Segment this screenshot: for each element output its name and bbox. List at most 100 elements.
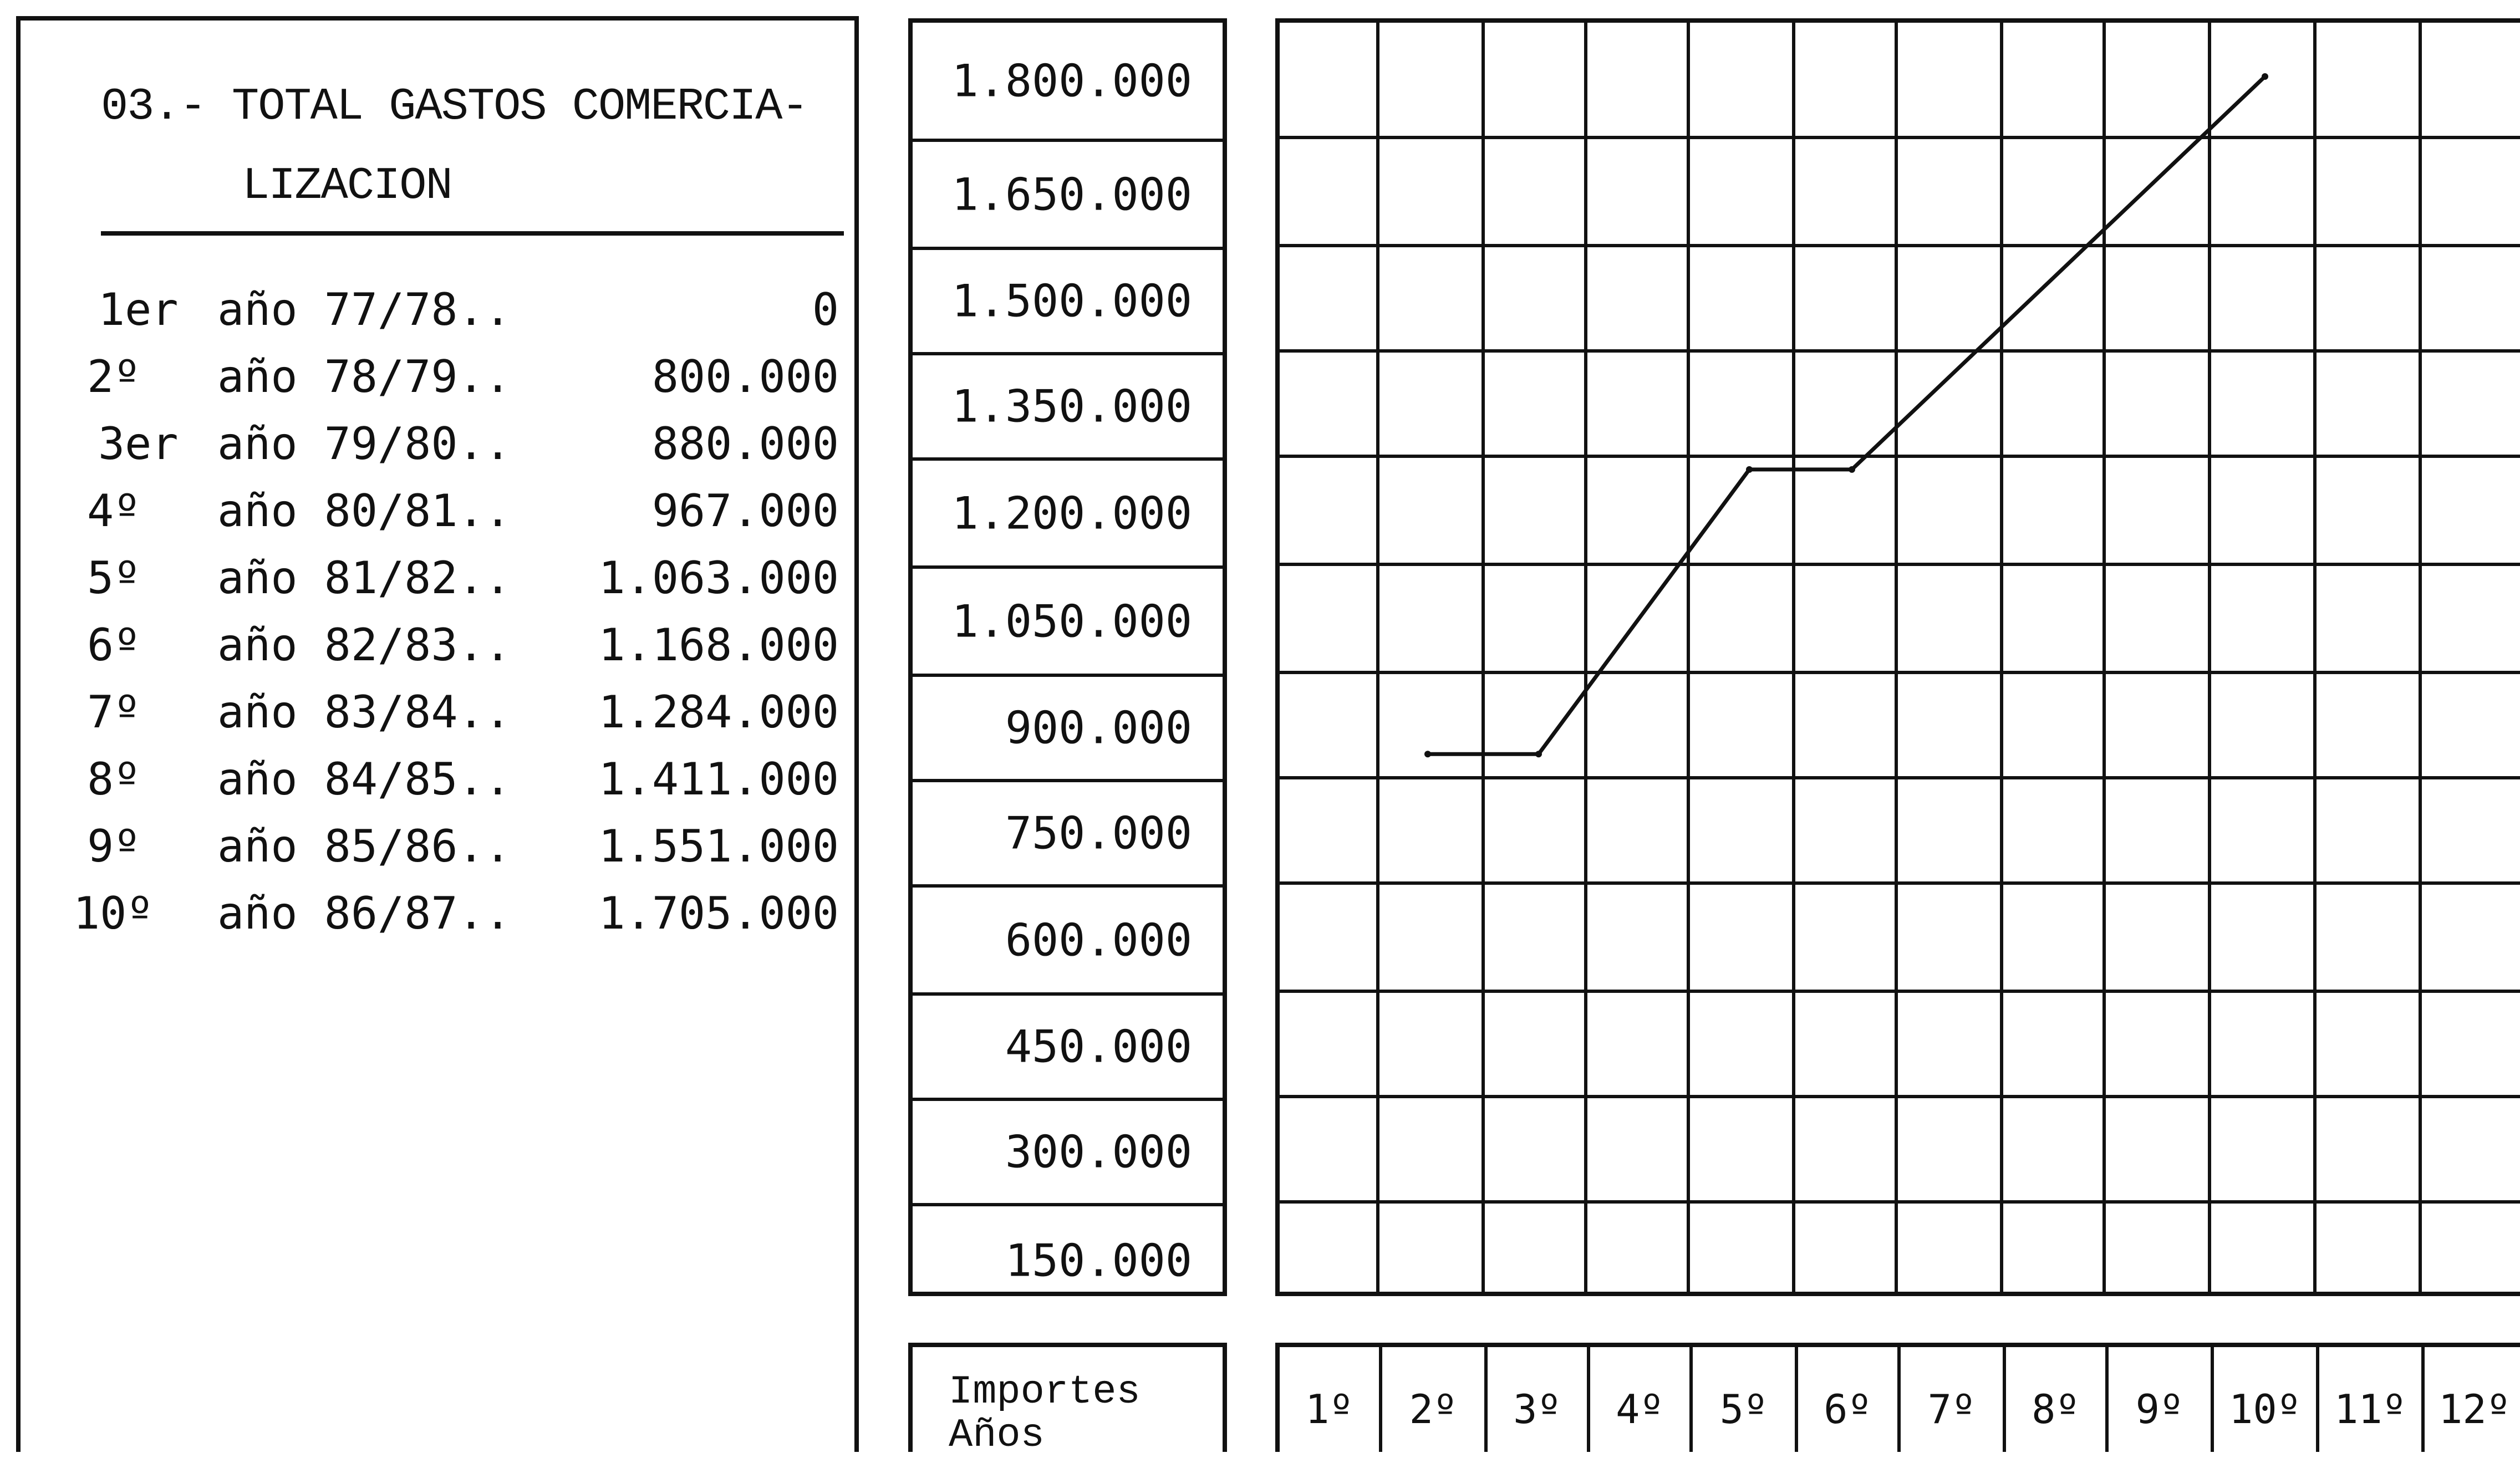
y-tick-cell: 300.000	[913, 1101, 1223, 1206]
data-row: 5º año 81/82.. 1.063.000	[21, 552, 854, 619]
data-panel: 03.- TOTAL GASTOS COMERCIA- LIZACION 1er…	[16, 16, 859, 1452]
y-tick-label: 1.200.000	[951, 487, 1192, 539]
x-tick-label: 12º	[2438, 1386, 2511, 1432]
row-year: año 79/80..	[217, 418, 511, 470]
row-ordinal: 10º	[73, 888, 154, 939]
x-tick-label: 3º	[1513, 1386, 1561, 1432]
row-year: año 83/84..	[217, 686, 511, 738]
data-row: 9º año 85/86.. 1.551.000	[21, 820, 854, 887]
row-ordinal: 9º	[87, 820, 141, 872]
x-tick-cell: 11º	[2319, 1347, 2425, 1452]
x-axis-labels: 1º 2º 3º 4º 5º 6º 7º 8º 9º 10º 11º 12º	[1275, 1343, 2520, 1452]
y-tick-cell: 750.000	[913, 782, 1223, 888]
x-tick-cell: 2º	[1382, 1347, 1488, 1452]
data-row: 7º año 83/84.. 1.284.000	[21, 686, 854, 753]
series-line	[1428, 75, 2267, 756]
x-tick-label: 7º	[1927, 1386, 1976, 1432]
row-value: 880.000	[651, 418, 839, 470]
x-tick-label: 5º	[1719, 1386, 1768, 1432]
y-tick-cell: 900.000	[913, 677, 1223, 782]
data-row: 8º año 84/85.. 1.411.000	[21, 753, 854, 820]
data-row: 10º año 86/87.. 1.705.000	[21, 888, 854, 954]
row-value: 967.000	[651, 485, 839, 537]
x-tick-label: 9º	[2135, 1386, 2184, 1432]
row-value: 800.000	[651, 351, 839, 402]
x-tick-label: 8º	[2032, 1386, 2080, 1432]
row-value: 1.411.000	[598, 753, 839, 805]
row-ordinal: 4º	[87, 485, 141, 537]
series-point	[1424, 751, 1431, 758]
y-tick-cell: 450.000	[913, 996, 1223, 1101]
panel-title-continuation: LIZACION	[242, 160, 453, 212]
y-tick-label: 1.650.000	[951, 169, 1192, 220]
title-underline	[101, 231, 844, 236]
row-ordinal: 1er	[98, 284, 179, 335]
x-tick-cell: 6º	[1798, 1347, 1901, 1452]
row-value: 1.551.000	[598, 820, 839, 872]
y-tick-cell: 150.000	[913, 1206, 1223, 1314]
x-tick-cell: 7º	[1901, 1347, 2006, 1452]
y-tick-label: 1.050.000	[951, 595, 1192, 647]
data-row: 2º año 78/79.. 800.000	[21, 351, 854, 417]
x-tick-cell: 9º	[2109, 1347, 2214, 1452]
row-value: 1.168.000	[598, 619, 839, 671]
x-tick-label: 11º	[2334, 1386, 2407, 1432]
series-point	[1746, 466, 1753, 473]
row-ordinal: 7º	[87, 686, 141, 738]
y-tick-cell: 1.500.000	[913, 250, 1223, 355]
x-tick-cell: 1º	[1280, 1347, 1382, 1452]
x-tick-cell: 8º	[2006, 1347, 2109, 1452]
y-tick-label: 300.000	[1005, 1126, 1192, 1178]
y-axis-labels: 1.800.000 1.650.000 1.500.000 1.350.000 1.20…	[908, 18, 1227, 1296]
chart-plot	[1275, 18, 2520, 1296]
y-tick-cell: 1.650.000	[913, 142, 1223, 250]
plot-frame	[1275, 18, 2520, 1296]
row-value: 1.705.000	[598, 888, 839, 939]
row-year: año 78/79..	[217, 351, 511, 402]
x-tick-cell: 3º	[1488, 1347, 1590, 1452]
axis-caption: Importes Años	[908, 1343, 1227, 1458]
row-year: año 86/87..	[217, 888, 511, 939]
y-tick-label: 150.000	[1005, 1235, 1192, 1286]
row-ordinal: 8º	[87, 753, 141, 805]
series-point	[1535, 751, 1542, 758]
row-year: año 85/86..	[217, 820, 511, 872]
row-year: año 77/78..	[217, 284, 511, 335]
row-value: 0	[812, 284, 839, 335]
y-tick-cell: 1.350.000	[913, 355, 1223, 461]
y-axis-title: Importes	[949, 1369, 1141, 1415]
y-tick-label: 900.000	[1005, 702, 1192, 754]
x-tick-cell: 5º	[1693, 1347, 1798, 1452]
y-tick-cell: 1.050.000	[913, 569, 1223, 677]
x-tick-label: 2º	[1409, 1386, 1458, 1432]
data-row: 3er año 79/80.. 880.000	[21, 418, 854, 485]
x-tick-label: 10º	[2228, 1386, 2302, 1432]
row-ordinal: 3er	[98, 418, 179, 470]
row-year: año 81/82..	[217, 552, 511, 604]
row-ordinal: 5º	[87, 552, 141, 604]
y-tick-cell: 600.000	[913, 888, 1223, 996]
row-ordinal: 6º	[87, 619, 141, 671]
y-tick-cell: 1.800.000	[913, 23, 1223, 142]
y-tick-label: 1.500.000	[951, 275, 1192, 327]
y-tick-label: 1.800.000	[951, 55, 1192, 106]
row-year: año 82/83..	[217, 619, 511, 671]
x-tick-label: 6º	[1824, 1386, 1872, 1432]
y-tick-label: 600.000	[1005, 914, 1192, 966]
x-tick-cell: 4º	[1590, 1347, 1693, 1452]
x-tick-cell: 12º	[2425, 1347, 2520, 1452]
series-point	[1849, 466, 1855, 473]
row-ordinal: 2º	[87, 351, 141, 402]
y-tick-label: 450.000	[1005, 1021, 1192, 1073]
y-tick-cell: 1.200.000	[913, 461, 1223, 569]
row-value: 1.063.000	[598, 552, 839, 604]
row-year: año 80/81..	[217, 485, 511, 537]
data-row: 1er año 77/78.. 0	[21, 284, 854, 350]
x-axis-title: Años	[949, 1413, 1045, 1458]
x-tick-label: 1º	[1305, 1386, 1353, 1432]
data-row: 6º año 82/83.. 1.168.000	[21, 619, 854, 686]
y-tick-label: 750.000	[1005, 807, 1192, 859]
data-row: 4º año 80/81.. 967.000	[21, 485, 854, 552]
y-tick-label: 1.350.000	[951, 380, 1192, 432]
x-tick-cell: 10º	[2214, 1347, 2319, 1452]
